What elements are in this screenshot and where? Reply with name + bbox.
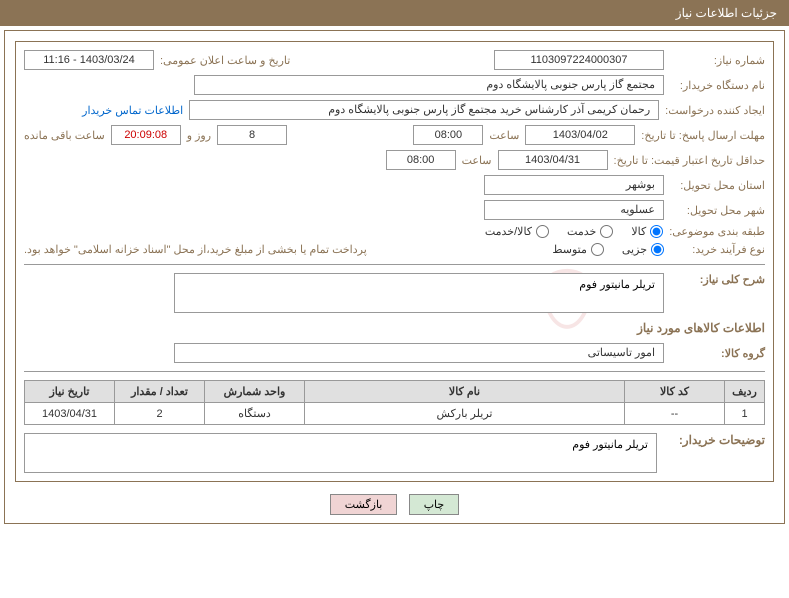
deadline-time-label: ساعت — [489, 129, 519, 142]
validity-time-label: ساعت — [462, 154, 492, 167]
radio-medium-input[interactable] — [591, 243, 604, 256]
deadline-time-field: 08:00 — [413, 125, 483, 145]
radio-medium-label: متوسط — [552, 243, 587, 256]
buyer-org-label: نام دستگاه خریدار: — [670, 79, 765, 92]
announce-date-label: تاریخ و ساعت اعلان عمومی: — [160, 54, 290, 67]
purchase-type-label: نوع فرآیند خرید: — [670, 243, 765, 256]
row-purchase-type: نوع فرآیند خرید: جزیی متوسط پرداخت تمام … — [24, 243, 765, 256]
requester-label: ایجاد کننده درخواست: — [665, 104, 765, 117]
table-header-row: ردیف کد کالا نام کالا واحد شمارش تعداد /… — [25, 381, 765, 403]
row-province: استان محل تحویل: بوشهر — [24, 175, 765, 195]
payment-note: پرداخت تمام یا بخشی از مبلغ خرید،از محل … — [24, 243, 367, 256]
radio-partial-input[interactable] — [651, 243, 664, 256]
radio-medium[interactable]: متوسط — [552, 243, 604, 256]
page-header: جزئیات اطلاعات نیاز — [0, 0, 789, 26]
buyer-notes-box: تریلر مانیتور فوم — [24, 433, 657, 473]
row-buyer-org: نام دستگاه خریدار: مجتمع گاز پارس جنوبی … — [24, 75, 765, 95]
table-row: 1 -- تریلر بارکش دستگاه 2 1403/04/31 — [25, 403, 765, 425]
purchase-type-radio-group: جزیی متوسط — [552, 243, 664, 256]
row-validity: حداقل تاریخ اعتبار قیمت: تا تاریخ: 1403/… — [24, 150, 765, 170]
row-deadline: مهلت ارسال پاسخ: تا تاریخ: 1403/04/02 سا… — [24, 125, 765, 145]
need-number-field: 1103097224000307 — [494, 50, 664, 70]
radio-service-label: خدمت — [567, 225, 596, 238]
buyer-org-field: مجتمع گاز پارس جنوبی پالایشگاه دوم — [194, 75, 664, 95]
row-requester: ایجاد کننده درخواست: رحمان کریمی آذر کار… — [24, 100, 765, 120]
radio-goods-service-input[interactable] — [536, 225, 549, 238]
col-code: کد کالا — [625, 381, 725, 403]
cell-name: تریلر بارکش — [305, 403, 625, 425]
remaining-label: ساعت باقی مانده — [24, 129, 105, 142]
need-number-label: شماره نیاز: — [670, 54, 765, 67]
row-goods-group: گروه کالا: امور تاسیساتی — [24, 343, 765, 363]
row-category: طبقه بندی موضوعی: کالا خدمت کالا/خدمت — [24, 225, 765, 238]
row-need-number: شماره نیاز: 1103097224000307 تاریخ و ساع… — [24, 50, 765, 70]
radio-service[interactable]: خدمت — [567, 225, 613, 238]
form-panel: شماره نیاز: 1103097224000307 تاریخ و ساع… — [15, 41, 774, 482]
goods-table-container: ردیف کد کالا نام کالا واحد شمارش تعداد /… — [24, 380, 765, 425]
divider-1 — [24, 264, 765, 265]
buyer-notes-label: توضیحات خریدار: — [665, 433, 765, 473]
days-remaining-field: 8 — [217, 125, 287, 145]
goods-group-label: گروه کالا: — [670, 347, 765, 360]
cell-code: -- — [625, 403, 725, 425]
radio-goods-service-label: کالا/خدمت — [485, 225, 532, 238]
button-row: چاپ بازگشت — [5, 494, 784, 515]
cell-unit: دستگاه — [205, 403, 305, 425]
col-qty: تعداد / مقدار — [115, 381, 205, 403]
cell-qty: 2 — [115, 403, 205, 425]
radio-goods-service[interactable]: کالا/خدمت — [485, 225, 549, 238]
divider-2 — [24, 371, 765, 372]
deadline-date-field: 1403/04/02 — [525, 125, 635, 145]
cell-date: 1403/04/31 — [25, 403, 115, 425]
radio-partial-label: جزیی — [622, 243, 647, 256]
countdown-field: 20:09:08 — [111, 125, 181, 145]
goods-group-field: امور تاسیساتی — [174, 343, 664, 363]
contact-buyer-link[interactable]: اطلاعات تماس خریدار — [82, 104, 183, 117]
row-need-desc: شرح کلی نیاز: تریلر مانیتور فوم — [24, 273, 765, 313]
cell-row: 1 — [725, 403, 765, 425]
buyer-notes-row: توضیحات خریدار: تریلر مانیتور فوم — [24, 433, 765, 473]
radio-goods[interactable]: کالا — [631, 225, 663, 238]
deadline-label: مهلت ارسال پاسخ: تا تاریخ: — [641, 129, 765, 142]
goods-info-title: اطلاعات کالاهای مورد نیاز — [24, 321, 765, 335]
col-date: تاریخ نیاز — [25, 381, 115, 403]
need-desc-label: شرح کلی نیاز: — [670, 273, 765, 286]
need-desc-box: تریلر مانیتور فوم — [174, 273, 664, 313]
days-label: روز و — [187, 129, 211, 142]
outer-container: شماره نیاز: 1103097224000307 تاریخ و ساع… — [4, 30, 785, 524]
city-label: شهر محل تحویل: — [670, 204, 765, 217]
row-city: شهر محل تحویل: عسلویه — [24, 200, 765, 220]
validity-label: حداقل تاریخ اعتبار قیمت: تا تاریخ: — [614, 154, 765, 167]
city-field: عسلویه — [484, 200, 664, 220]
requester-field: رحمان کریمی آذر کارشناس خرید مجتمع گاز پ… — [189, 100, 659, 120]
radio-partial[interactable]: جزیی — [622, 243, 664, 256]
province-field: بوشهر — [484, 175, 664, 195]
validity-time-field: 08:00 — [386, 150, 456, 170]
announce-date-field: 1403/03/24 - 11:16 — [24, 50, 154, 70]
category-radio-group: کالا خدمت کالا/خدمت — [485, 225, 663, 238]
goods-table: ردیف کد کالا نام کالا واحد شمارش تعداد /… — [24, 380, 765, 425]
back-button[interactable]: بازگشت — [330, 494, 398, 515]
validity-date-field: 1403/04/31 — [498, 150, 608, 170]
province-label: استان محل تحویل: — [670, 179, 765, 192]
print-button[interactable]: چاپ — [409, 494, 460, 515]
col-row: ردیف — [725, 381, 765, 403]
radio-goods-input[interactable] — [650, 225, 663, 238]
page-title: جزئیات اطلاعات نیاز — [676, 6, 777, 20]
radio-goods-label: کالا — [631, 225, 646, 238]
col-name: نام کالا — [305, 381, 625, 403]
radio-service-input[interactable] — [600, 225, 613, 238]
col-unit: واحد شمارش — [205, 381, 305, 403]
category-label: طبقه بندی موضوعی: — [669, 225, 765, 238]
